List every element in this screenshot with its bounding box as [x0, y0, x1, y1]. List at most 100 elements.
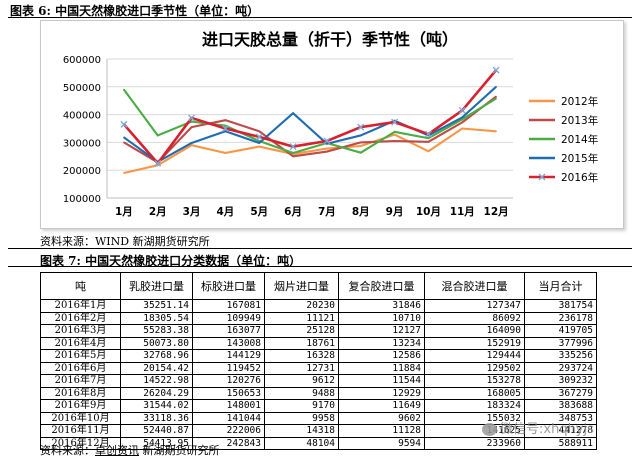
- value-cell: 335256: [524, 349, 597, 363]
- data-point: [224, 130, 227, 133]
- data-point: [357, 123, 365, 131]
- data-point: [326, 147, 328, 150]
- value-cell: 52440.87: [120, 424, 193, 438]
- column-header: 乳胶进口量: [120, 272, 193, 300]
- source-prefix: 资料来源：: [40, 444, 95, 457]
- x-tick-label: 10月: [416, 206, 441, 218]
- y-tick-label: 500000: [63, 83, 101, 94]
- column-header: 吨: [40, 272, 121, 300]
- data-point: [123, 141, 125, 144]
- table-row: 2016年3月 55283.38 163077 25128 12127 164090 419…: [40, 324, 597, 338]
- value-cell: 148001: [192, 399, 265, 413]
- value-cell: 309232: [524, 374, 597, 388]
- column-header: 烟片进口量: [264, 272, 339, 300]
- data-point: [393, 140, 396, 142]
- legend-label: 2016年: [561, 171, 598, 184]
- table-row: 2016年12月 54413.95 242843 48104 9594 233960 588…: [40, 436, 597, 450]
- source-suffix: 新湖期货研究所: [139, 444, 220, 457]
- value-cell: 236178: [524, 311, 597, 325]
- value-cell: 35251.14: [120, 299, 193, 313]
- value-cell: 31846: [338, 299, 425, 313]
- legend-label: 2015年: [561, 152, 598, 165]
- data-point: [258, 142, 261, 144]
- value-cell: 12127: [338, 324, 425, 338]
- x-tick-label: 4月: [217, 206, 235, 218]
- table-row: 2016年5月 32768.96 144129 16328 12586 129444 335…: [40, 349, 597, 363]
- watermark-text: 微信号:xhqhyjs: [500, 422, 594, 437]
- month-cell: 2016年10月: [40, 411, 121, 425]
- value-cell: 31544.02: [120, 399, 193, 413]
- data-point: [224, 152, 227, 154]
- data-point: [289, 143, 297, 151]
- data-point: [123, 172, 125, 174]
- value-cell: 143008: [192, 336, 265, 350]
- value-cell: 163077: [192, 324, 265, 338]
- value-cell: 11544: [338, 374, 425, 388]
- month-cell: 2016年8月: [40, 386, 121, 400]
- data-point: [427, 137, 430, 140]
- value-cell: 25128: [264, 324, 339, 338]
- data-point: [495, 95, 497, 98]
- column-header: 复合胶进口量: [338, 272, 425, 300]
- figure-6-source: 资料来源：WIND 新湖期货研究所: [40, 235, 210, 248]
- value-cell: 127347: [424, 299, 525, 313]
- data-point: [461, 127, 464, 130]
- data-point: [224, 124, 227, 127]
- figure-7-title: 图表 7: 中国天然橡胶进口分类数据（单位：吨）: [40, 254, 302, 268]
- value-cell: 383688: [524, 399, 597, 413]
- series-line: [123, 86, 497, 163]
- table-row: 2016年2月 18305.54 109949 11121 10710 86092 2361…: [40, 311, 597, 325]
- value-cell: 14522.98: [120, 374, 193, 388]
- value-cell: 381754: [524, 299, 597, 313]
- figure-6-title: 图表 6: 中国天然橡胶进口季节性（单位：吨）: [10, 4, 260, 18]
- value-cell: 164090: [424, 324, 525, 338]
- y-tick-label: 400000: [63, 111, 101, 122]
- data-point: [123, 136, 125, 139]
- legend-marker: [538, 173, 546, 181]
- value-cell: 150653: [192, 386, 265, 400]
- data-point: [224, 119, 227, 121]
- wechat-icon: [482, 423, 497, 436]
- data-point: [492, 66, 500, 74]
- value-cell: 222006: [192, 424, 265, 438]
- seasonality-chart: 进口天胶总量（折干）季节性（吨） 100000 200000 300000 400000…: [40, 20, 624, 229]
- value-cell: 26204.29: [120, 386, 193, 400]
- month-cell: 2016年4月: [40, 336, 121, 350]
- value-cell: 12731: [264, 361, 339, 375]
- value-cell: 33118.36: [120, 411, 193, 425]
- legend-label: 2013年: [561, 114, 598, 127]
- y-tick-label: 200000: [63, 166, 101, 177]
- x-tick-label: 8月: [352, 206, 370, 218]
- value-cell: 168005: [424, 386, 525, 400]
- data-point: [458, 106, 466, 114]
- data-point: [391, 118, 399, 126]
- table-row: 2016年4月 50073.80 143008 18761 13234 152919 377…: [40, 336, 597, 350]
- value-cell: 167081: [192, 299, 265, 313]
- table-row: 2016年8月 26204.29 150653 9488 12929 168005 3672…: [40, 386, 597, 400]
- value-cell: 10710: [338, 311, 425, 325]
- value-cell: 9612: [264, 374, 339, 388]
- value-cell: 86092: [424, 311, 525, 325]
- data-point: [424, 130, 432, 138]
- value-cell: 20154.42: [120, 361, 193, 375]
- table-row: 2016年11月 52440.87 222006 14318 11128 141625 44…: [40, 424, 597, 438]
- data-point: [393, 133, 396, 136]
- value-cell: 377996: [524, 336, 597, 350]
- y-tick-label: 100000: [63, 194, 101, 205]
- figure-7-source: 资料来源：卓创资讯 新湖期货研究所: [40, 442, 220, 458]
- value-cell: 9488: [264, 386, 339, 400]
- data-point: [190, 126, 193, 128]
- month-cell: 2016年12月: [40, 436, 121, 450]
- value-cell: 144129: [192, 349, 265, 363]
- month-cell: 2016年3月: [40, 324, 121, 338]
- legend-label: 2012年: [561, 95, 598, 108]
- table-row: 2016年7月 14522.98 120276 9612 11544 153278 3092…: [40, 374, 597, 388]
- month-cell: 2016年6月: [40, 361, 121, 375]
- value-cell: 119452: [192, 361, 265, 375]
- data-point: [258, 130, 261, 133]
- series-line: [123, 95, 497, 164]
- month-cell: 2016年5月: [40, 349, 121, 363]
- x-tick-label: 7月: [318, 206, 336, 218]
- value-cell: 120276: [192, 374, 265, 388]
- x-tick-label: 9月: [386, 206, 404, 218]
